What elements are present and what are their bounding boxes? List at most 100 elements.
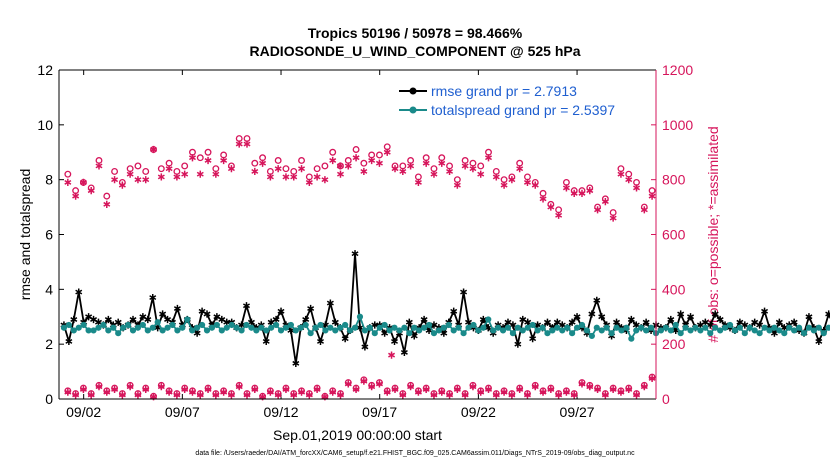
series-1-point — [618, 327, 625, 334]
series-5-point — [251, 385, 259, 394]
series-1-point — [647, 324, 655, 331]
series-1-point — [282, 324, 290, 331]
series-5-point — [461, 391, 469, 399]
series-3-point — [562, 184, 570, 192]
legend-marker — [409, 106, 417, 114]
series-1-point — [85, 327, 92, 334]
series-5-point — [212, 391, 220, 399]
series-0-point — [751, 318, 759, 326]
series-0-point — [356, 324, 364, 332]
series-5-point — [352, 385, 360, 394]
series-3-point — [173, 173, 181, 181]
series-2-point — [103, 192, 111, 200]
series-1-point — [480, 324, 487, 331]
series-0-point — [287, 326, 295, 335]
series-1-point — [756, 330, 763, 337]
series-0-point — [558, 321, 566, 329]
series-5-point — [336, 391, 344, 399]
series-1-point — [564, 324, 571, 331]
series-2-point — [313, 165, 321, 173]
series-1-point — [573, 324, 581, 331]
series-1-point — [110, 324, 117, 331]
series-1-point — [253, 327, 260, 334]
series-3-point — [594, 206, 602, 214]
y-tick-label: 8 — [45, 172, 53, 188]
series-1-point — [174, 327, 181, 334]
series-3-point — [150, 145, 158, 154]
series-1-point — [495, 324, 502, 331]
series-5-point — [453, 385, 461, 394]
series-1-point — [509, 330, 517, 337]
series-1-point — [297, 324, 304, 331]
series-1-point — [263, 327, 270, 334]
series-0-point — [696, 321, 704, 329]
series-1-point — [371, 330, 378, 337]
series-5-point — [344, 380, 352, 388]
series-0-point — [326, 299, 334, 307]
series-0-point — [543, 318, 551, 326]
series-1-point — [539, 324, 546, 331]
series-0-point — [534, 321, 542, 329]
series-5-point — [523, 391, 531, 399]
series-2-point — [352, 146, 360, 153]
series-5-point — [95, 383, 103, 391]
series-1-point — [302, 321, 309, 329]
series-0-point — [104, 315, 112, 324]
series-0-point — [277, 307, 285, 315]
series-0-point — [687, 313, 695, 321]
series-5-point — [586, 383, 594, 391]
series-0-point — [321, 321, 329, 329]
series-1-point — [292, 327, 299, 334]
series-0-point — [139, 313, 147, 321]
series-5-point — [103, 388, 111, 396]
series-0-point — [247, 318, 255, 326]
chart-title: Tropics 50196 / 50978 = 98.466% — [307, 25, 523, 41]
series-3-point — [469, 165, 477, 173]
series-3-point — [157, 173, 165, 181]
series-1-point — [75, 324, 82, 331]
series-6-point — [388, 351, 396, 359]
series-5-point — [430, 391, 438, 399]
series-5-point — [438, 388, 446, 396]
series-0-point — [529, 335, 537, 343]
series-3-point — [492, 173, 500, 181]
series-1-point — [189, 327, 196, 334]
series-1-point — [736, 324, 743, 331]
series-0-point — [400, 348, 408, 356]
series-5-point — [142, 385, 150, 394]
series-0-point — [790, 318, 798, 326]
series-1-point — [243, 321, 250, 329]
series-5-point — [305, 391, 313, 399]
series-5-point — [134, 391, 142, 399]
series-3-point — [360, 167, 368, 176]
y2-tick-label: 0 — [662, 391, 670, 407]
series-1-point — [499, 327, 507, 334]
series-0-point — [701, 318, 709, 326]
series-5-point — [188, 388, 196, 396]
series-1-point — [485, 316, 492, 323]
series-1-point — [569, 330, 576, 337]
series-1-point — [702, 324, 709, 331]
series-3-point — [617, 170, 625, 178]
series-0-point — [164, 315, 172, 324]
series-0-point — [514, 340, 522, 348]
series-3-point — [111, 176, 119, 184]
y-tick-label: 12 — [37, 62, 53, 78]
series-5-point — [485, 385, 493, 394]
series-1-point — [554, 324, 561, 331]
series-0-point — [85, 313, 93, 321]
series-3-point — [633, 184, 641, 192]
series-0-point — [351, 250, 359, 258]
series-1-point — [120, 324, 127, 331]
series-3-point — [251, 167, 259, 176]
series-0-point — [159, 310, 167, 318]
series-1-point — [771, 324, 778, 331]
series-1-point — [593, 324, 600, 331]
series-5-point — [235, 383, 243, 391]
series-1-point — [672, 321, 679, 329]
series-5-point — [578, 380, 586, 388]
series-0-point — [114, 318, 122, 326]
series-1-point — [717, 327, 724, 334]
series-3-point — [352, 154, 360, 162]
series-1-point — [233, 324, 240, 331]
